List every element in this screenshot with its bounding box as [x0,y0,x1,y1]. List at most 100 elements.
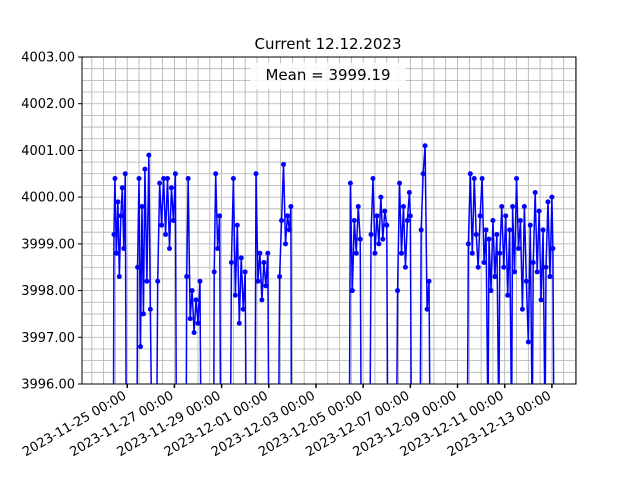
data-point [545,199,551,205]
y-tick-label: 3996.00 [21,378,75,393]
data-point [517,218,523,223]
y-tick-label: 3999.00 [21,237,75,252]
data-point [263,283,269,289]
data-point [475,264,481,270]
data-point [195,320,201,326]
data-point [170,218,176,223]
data-point [166,246,172,252]
data-point [376,241,382,247]
data-point [279,218,285,223]
data-point [486,236,492,242]
data-point [490,218,496,223]
data-point [515,246,521,252]
data-point [240,306,246,312]
data-point [479,175,485,181]
data-point [157,180,163,186]
y-tick-label: 4001.00 [21,144,75,159]
data-point [161,175,167,181]
data-point [497,250,503,256]
data-point [467,171,473,177]
data-point [184,274,190,280]
data-point [238,255,244,261]
data-point [397,180,403,186]
data-point [217,213,223,219]
data-point [477,213,483,219]
data-point [211,269,217,275]
data-point [165,175,171,181]
data-point [265,250,271,256]
data-point [118,213,124,219]
data-point [488,288,494,294]
data-point [374,213,380,219]
data-point [191,330,197,336]
data-point [422,143,428,149]
data-point [286,227,292,233]
data-point [543,264,549,270]
data-point [380,236,386,242]
data-point [172,171,178,177]
data-point [549,194,555,200]
data-point [471,175,477,181]
data-point [253,171,259,177]
data-point [213,171,219,177]
data-point [534,269,540,275]
data-point [281,161,287,167]
data-point [261,260,267,266]
data-point [142,166,148,172]
data-point [492,274,498,280]
data-point [384,222,390,228]
plot-area [111,143,556,384]
data-point [519,306,525,312]
data-point [347,180,353,186]
data-point [400,203,406,209]
data-point [406,189,412,195]
data-point [540,227,546,233]
data-point [139,203,145,209]
y-tick-label: 3997.00 [21,331,75,346]
data-point [501,264,507,270]
data-point [395,288,401,294]
y-tick-label: 4003.00 [21,51,75,66]
axes-frame [81,56,577,385]
data-point [351,218,357,223]
data-point [399,250,405,256]
data-point [232,292,238,298]
data-point [527,222,533,228]
y-tick-label: 4002.00 [21,97,75,112]
data-point [230,175,236,181]
data-point [144,278,150,284]
data-point [159,222,165,228]
data-point [382,208,388,214]
data-point [121,246,127,252]
data-point [418,227,424,233]
data-point [112,175,118,181]
data-point [505,292,511,298]
data-point [536,208,542,214]
data-point [512,269,518,275]
data-point [136,175,142,181]
data-point [355,203,361,209]
data-point [242,269,248,275]
data-point [507,227,513,233]
data-point [404,218,410,223]
data-point [547,274,553,280]
data-point [257,250,263,256]
data-point [465,241,471,247]
data-point [259,297,265,303]
data-point [402,264,408,270]
data-point [228,260,234,266]
data-point [111,232,117,238]
data-point [550,246,556,252]
data-point [282,241,288,247]
data-point [119,185,125,191]
data-point [499,203,505,209]
annotation: Mean = 3999.19 [265,66,390,84]
data-point [215,246,221,252]
data-point [288,203,294,209]
data-point [122,171,128,177]
data-point [407,213,413,219]
data-point [185,175,191,181]
data-point [523,278,529,284]
y-tick-label: 4000.00 [21,191,75,206]
data-point [115,199,121,205]
